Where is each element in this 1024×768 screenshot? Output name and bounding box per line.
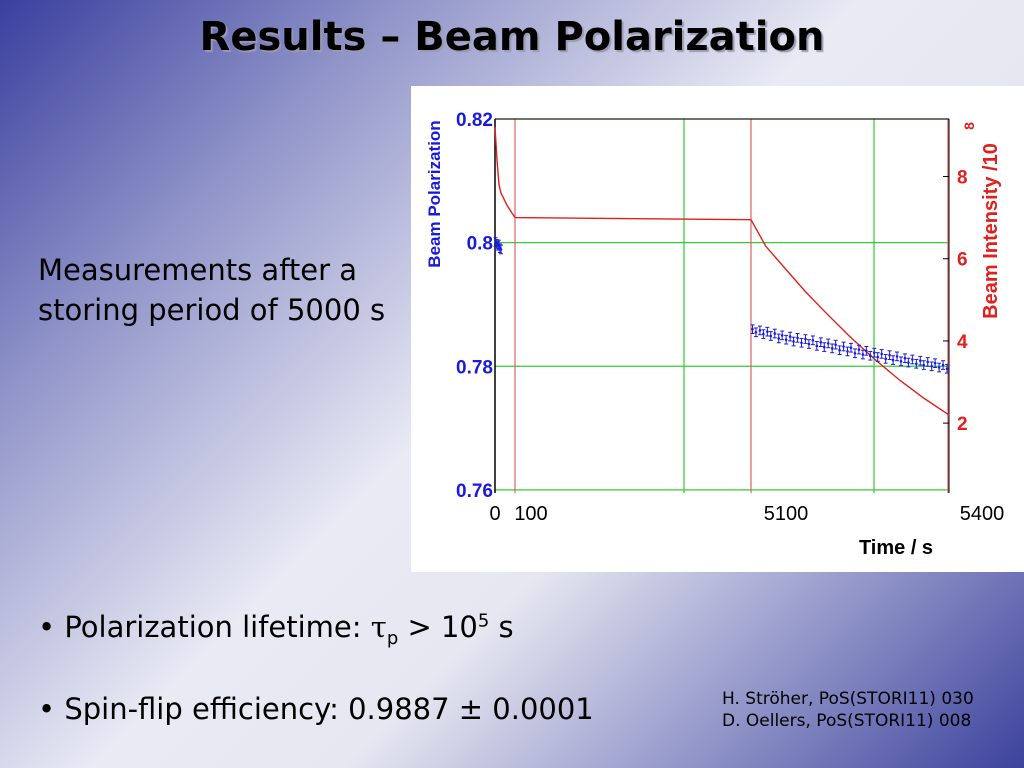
y-left-axis-label: Beam Polarization — [425, 120, 444, 267]
polarization-point — [857, 348, 861, 351]
polarization-point — [899, 360, 903, 363]
polarization-point — [822, 345, 826, 349]
reference-2: D. Oellers, PoS(STORI11) 008 — [722, 711, 972, 731]
polarization-point — [780, 334, 784, 337]
y-right-tick-label-1: 6 — [957, 250, 968, 271]
tau-symbol: τ — [370, 610, 387, 644]
polarization-point — [754, 330, 758, 334]
polarization-point — [922, 363, 926, 367]
polarization-point — [784, 338, 788, 341]
y-left-tick-label-3: 0.76 — [456, 481, 493, 502]
polarization-point — [788, 335, 792, 338]
polarization-point — [766, 330, 769, 333]
y-right-tick-label-2: 4 — [957, 332, 968, 353]
polarization-point — [911, 358, 914, 361]
y-right-tick-label-0: 8 — [957, 168, 968, 189]
intensity-line — [494, 127, 950, 416]
bullet-lifetime-suffix: s — [489, 610, 514, 644]
reference-1: H. Ströher, PoS(STORI11) 030 — [722, 689, 974, 709]
measurement-description: Measurements after a storing period of 5… — [38, 253, 386, 327]
y-left-tick-label-2: 0.78 — [456, 357, 493, 378]
polarization-point — [773, 332, 777, 335]
references: H. Ströher, PoS(STORI11) 030 D. Oellers,… — [722, 688, 974, 732]
x-tick-label-1: 100 — [514, 503, 547, 525]
x-tick-label-3: 5400 — [960, 503, 1005, 525]
polarization-point — [826, 342, 830, 345]
bullet-spin-flip: • Spin-flip efficiency: 0.9887 ± 0.0001 — [38, 692, 594, 726]
polarization-point — [819, 340, 823, 344]
polarization-point — [846, 350, 849, 353]
polarization-point — [830, 347, 834, 350]
polarization-point — [800, 341, 803, 345]
polarization-point — [807, 342, 811, 346]
polarization-chart: 0.82 0.8 0.78 0.76 8 6 4 2 0 100 5100 5400 Time / s B… — [425, 110, 1005, 559]
polarization-point — [945, 367, 949, 371]
bullet-lifetime-mid: > 10 — [398, 610, 478, 644]
x-axis-label: Time / s — [859, 537, 933, 559]
y-right-axis-exponent: 8 — [961, 122, 977, 130]
polarization-point — [853, 351, 857, 355]
polarization-point — [868, 354, 872, 358]
polarization-point — [895, 355, 899, 358]
polarization-point — [926, 360, 930, 364]
polarization-point — [499, 248, 503, 251]
polarization-point — [751, 327, 754, 331]
polarization-point — [838, 348, 841, 352]
tau-subscript: p — [386, 627, 399, 649]
y-right-axis-label: Beam Intensity /10 — [980, 143, 1002, 319]
polarization-point — [865, 349, 868, 353]
polarization-point — [872, 351, 876, 354]
polarization-point — [937, 366, 941, 369]
polarization-point — [891, 358, 895, 362]
polarization-point — [884, 357, 887, 361]
polarization-point — [888, 353, 891, 357]
x-tick-label-0: 0 — [489, 503, 500, 525]
polarization-point — [777, 337, 781, 340]
polarization-point — [792, 340, 795, 343]
polarization-point — [861, 353, 865, 356]
bullet-lifetime-prefix: • Polarization lifetime: — [38, 610, 371, 644]
polarization-point — [907, 361, 910, 364]
polarization-point — [915, 362, 918, 366]
polarization-point — [903, 356, 907, 360]
polarization-point — [876, 355, 880, 359]
polarization-point — [849, 346, 853, 350]
polarization-point — [796, 336, 799, 340]
plot-background — [411, 86, 1024, 572]
polarization-point — [495, 242, 498, 246]
exponent: 5 — [477, 610, 490, 632]
bullet-lifetime: • Polarization lifetime: τp > 105 s — [38, 610, 514, 649]
polarization-point — [842, 345, 845, 348]
polarization-point — [804, 337, 807, 341]
y-left-tick-label-1: 0.8 — [467, 234, 493, 255]
polarization-point — [930, 364, 933, 368]
polarization-point — [811, 339, 815, 342]
polarization-point — [918, 359, 922, 363]
y-right-tick-label-3: 2 — [957, 414, 968, 435]
polarization-point — [769, 334, 773, 338]
x-tick-label-2: 5100 — [764, 503, 809, 525]
polarization-point — [758, 329, 762, 332]
y-left-tick-label-0: 0.82 — [456, 110, 493, 131]
polarization-point — [762, 332, 765, 336]
polarization-point — [880, 352, 883, 356]
slide-title: Results – Beam Polarization — [199, 14, 825, 60]
polarization-point — [834, 343, 837, 346]
polarization-point — [815, 344, 819, 348]
polarization-point — [933, 361, 937, 365]
polarization-point — [941, 363, 945, 367]
